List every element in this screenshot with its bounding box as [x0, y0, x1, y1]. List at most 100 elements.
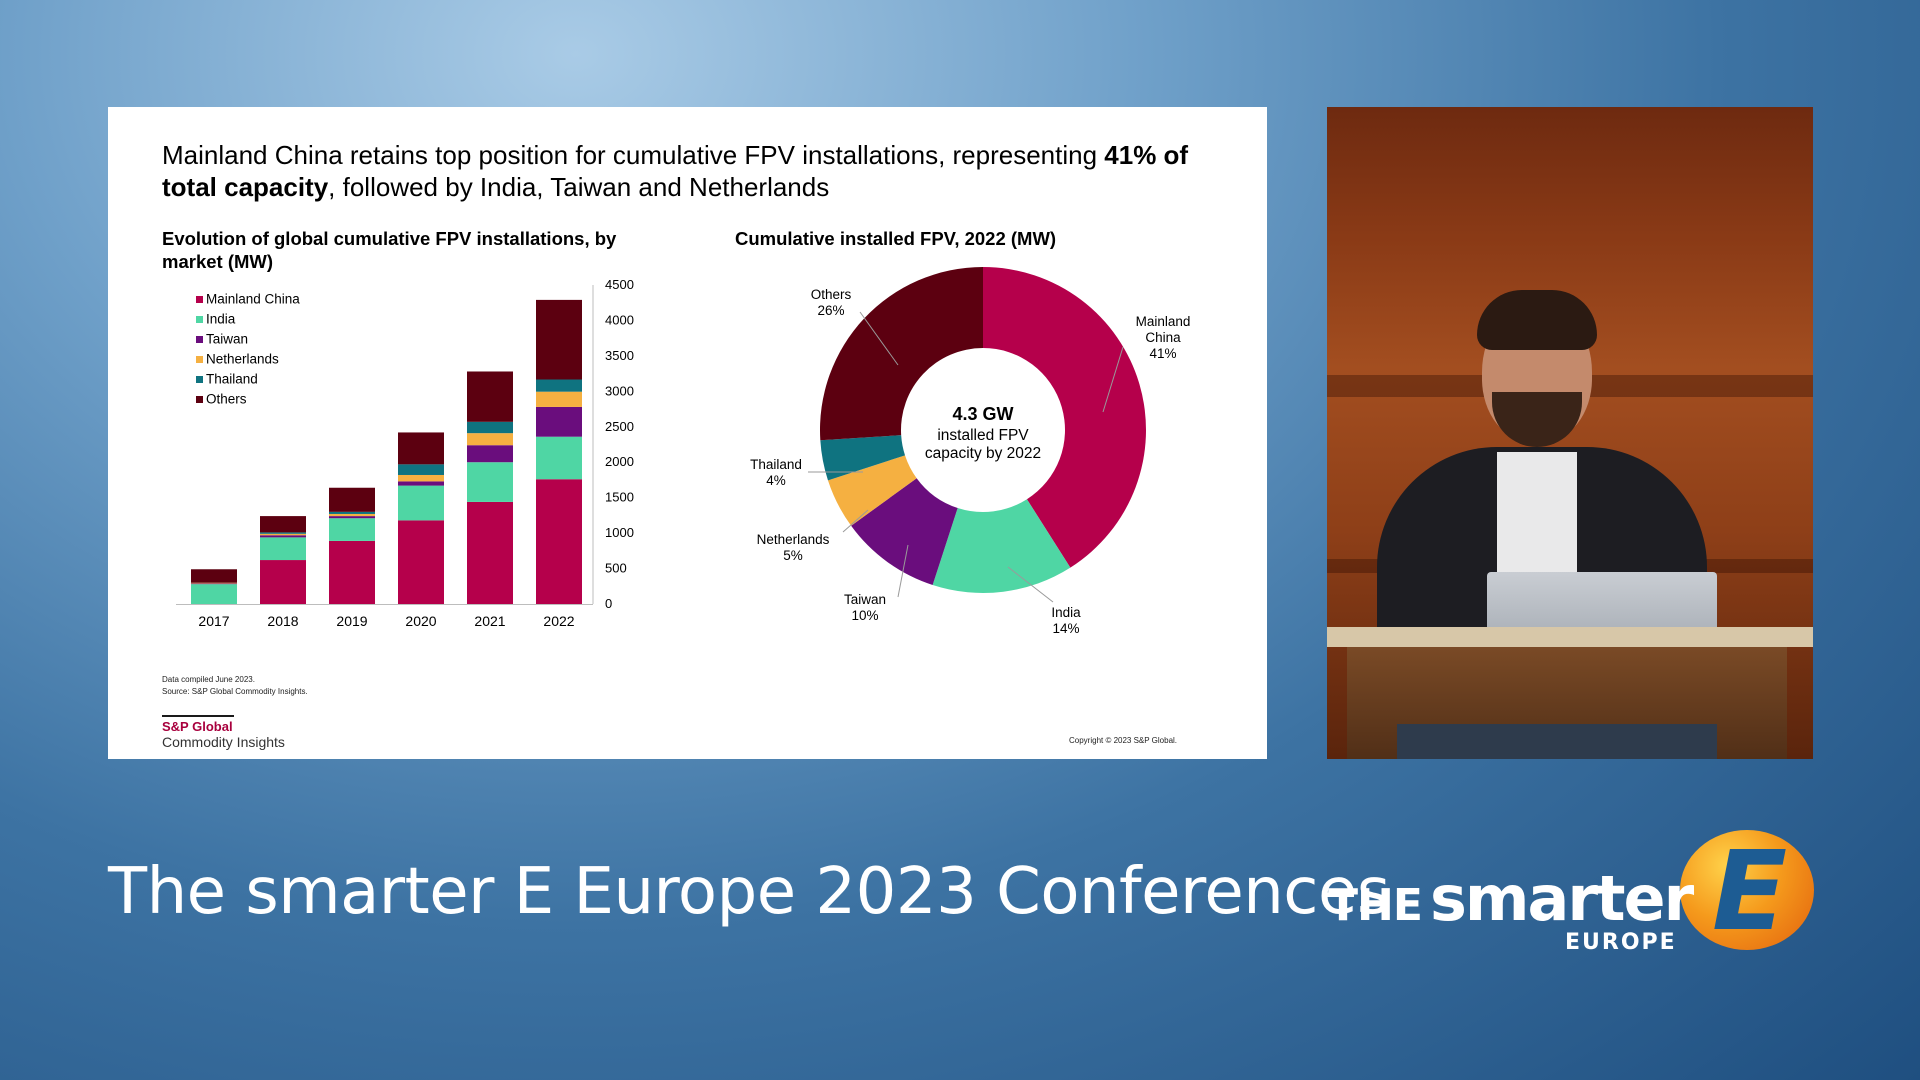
logo-the: THE	[1328, 880, 1423, 931]
x-tick-label: 2017	[198, 613, 229, 629]
bar-segment-india	[398, 485, 444, 521]
legend-label: Mainland China	[206, 292, 300, 307]
bar-segment-mainland-china	[329, 540, 375, 604]
donut-center-text: installed FPV	[937, 427, 1029, 444]
leader-line	[1007, 566, 1054, 603]
bar-segment-thailand	[467, 421, 513, 434]
slice-percent-label: 26%	[817, 303, 844, 318]
bar-segment-india	[467, 462, 513, 502]
podium-sign	[1397, 724, 1717, 759]
podium-top	[1327, 627, 1813, 647]
y-tick-label: 2000	[605, 454, 634, 469]
brand-name: S&P Global	[162, 719, 233, 734]
slice-label: Thailand	[750, 457, 802, 472]
bar-segment-india	[536, 436, 582, 480]
legend-swatch	[196, 336, 203, 343]
bar-segment-taiwan	[536, 406, 582, 437]
data-compiled-note: Data compiled June 2023.	[162, 675, 255, 684]
legend-swatch	[196, 396, 203, 403]
slice-percent-label: 4%	[766, 473, 786, 488]
bar-segment-mainland-china	[467, 501, 513, 604]
donut-slice-thailand	[820, 435, 906, 481]
slice-label: Mainland	[1136, 314, 1191, 329]
y-tick-label: 3500	[605, 348, 634, 363]
bar-segment-thailand	[329, 511, 375, 514]
bar-segment-netherlands	[260, 533, 306, 536]
bar-segment-mainland-china	[398, 520, 444, 604]
legend-label: Taiwan	[206, 332, 248, 347]
slice-percent-label: 10%	[851, 608, 878, 623]
logo-circle-icon	[1680, 830, 1814, 950]
bar-segment-india	[329, 518, 375, 541]
source-note: Source: S&P Global Commodity Insights.	[162, 687, 308, 696]
conference-title: The smarter E Europe 2023 Conferences	[108, 855, 1390, 929]
donut-slice-india	[932, 499, 1071, 593]
bar-segment-others	[329, 487, 375, 512]
bar-segment-mainland-china	[260, 560, 306, 604]
legend-label: Thailand	[206, 372, 258, 387]
copyright-text: Copyright © 2023 S&P Global.	[1069, 736, 1178, 745]
y-tick-label: 500	[605, 561, 627, 576]
legend-swatch	[196, 356, 203, 363]
bar-segment-others	[191, 569, 237, 583]
bar-segment-thailand	[536, 379, 582, 392]
bar-segment-taiwan	[398, 481, 444, 486]
donut-slice-taiwan	[851, 478, 958, 586]
slice-label: Others	[811, 287, 852, 302]
y-tick-label: 1000	[605, 525, 634, 540]
bar-segment-others	[536, 299, 582, 380]
speaker-beard	[1492, 392, 1582, 447]
legend-label: Others	[206, 392, 247, 407]
slice-label: India	[1051, 605, 1081, 620]
donut-center-text-line2: capacity by 2022	[925, 445, 1041, 462]
bar-segment-others	[260, 516, 306, 533]
stacked-bar-chart: 0 500 1000 1500 2000 2500 3000 3500 4000 4500 2017…	[176, 277, 634, 629]
legend-swatch	[196, 316, 203, 323]
legend-label: India	[206, 312, 236, 327]
y-tick-label: 4000	[605, 312, 634, 327]
donut-center-value: 4.3 GW	[952, 404, 1013, 424]
donut-slice-mainland-china	[983, 267, 1147, 568]
bar-segment-thailand	[260, 532, 306, 534]
slide-headline: Mainland China retains top position for …	[162, 139, 1222, 203]
bar-segment-india	[260, 537, 306, 561]
y-tick-label: 0	[605, 596, 612, 611]
leader-line	[1102, 346, 1124, 413]
x-tick-label: 2020	[405, 613, 436, 629]
donut-chart-title: Cumulative installed FPV, 2022 (MW)	[735, 228, 1057, 249]
x-tick-label: 2019	[336, 613, 367, 629]
slice-percent-label: 41%	[1149, 346, 1176, 361]
leader-line	[859, 311, 899, 366]
legend-label: Netherlands	[206, 352, 279, 367]
bar-chart-title: Evolution of global cumulative FPV insta…	[162, 228, 617, 272]
slice-label: Netherlands	[757, 532, 830, 547]
bar-segment-taiwan	[467, 445, 513, 463]
logo-smarter: smarter	[1430, 862, 1694, 935]
bar-segment-netherlands	[398, 474, 444, 482]
slice-label: Taiwan	[844, 592, 886, 607]
brand-subtitle: Commodity Insights	[162, 734, 285, 750]
speaker-hair	[1477, 290, 1597, 350]
leader-line	[842, 509, 869, 533]
bar-segment-netherlands	[467, 433, 513, 446]
y-tick-label: 4500	[605, 277, 634, 292]
speaker-video	[1327, 107, 1813, 759]
bar-segment-others	[467, 371, 513, 422]
presentation-slide: Mainland China retains top position for …	[108, 107, 1267, 759]
bar-segment-taiwan	[260, 535, 306, 538]
bar-segment-taiwan	[329, 516, 375, 519]
slice-label-line2: China	[1145, 330, 1181, 345]
headline-text: Mainland China retains top position for …	[162, 140, 1105, 170]
bar-segment-netherlands	[329, 513, 375, 517]
brand-divider	[162, 715, 234, 717]
bar-segment-netherlands	[191, 582, 237, 584]
bar-segment-taiwan	[191, 583, 237, 585]
x-tick-label: 2018	[267, 613, 298, 629]
bar-segment-india	[191, 584, 237, 604]
bar-segment-netherlands	[536, 391, 582, 407]
bar-segment-thailand	[398, 464, 444, 475]
headline-text-end: , followed by India, Taiwan and Netherla…	[328, 172, 830, 202]
headline-highlight: 41% of total capacity	[162, 140, 1189, 202]
y-tick-label: 3000	[605, 383, 634, 398]
